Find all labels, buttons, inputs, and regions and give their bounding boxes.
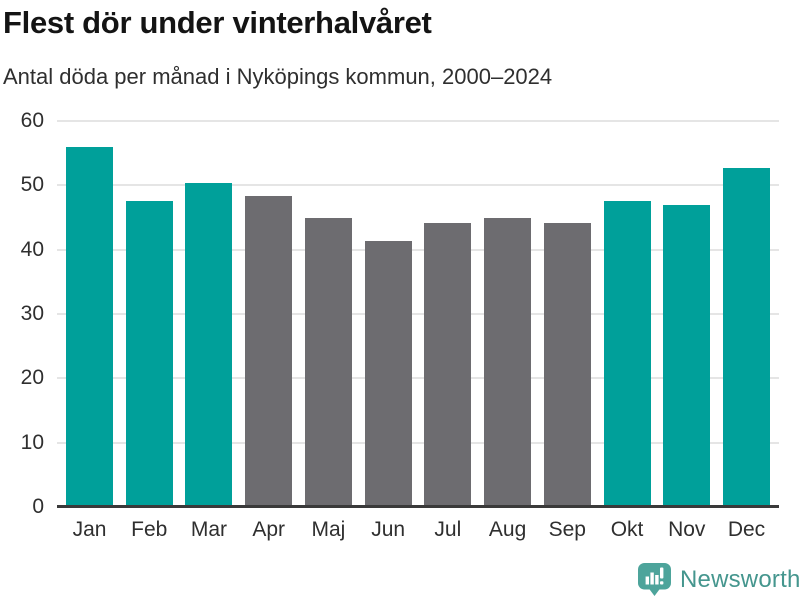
gridline-50 <box>57 184 779 187</box>
bar-feb <box>125 200 173 507</box>
x-label-mar: Mar <box>190 518 228 541</box>
x-label-feb: Feb <box>131 518 168 541</box>
bar-jan <box>66 146 113 507</box>
x-label-sep: Sep <box>548 518 586 541</box>
bar-aug <box>484 218 532 507</box>
y-tick-label-30: 30 <box>20 302 44 325</box>
x-label-maj: Maj <box>311 518 346 541</box>
bar-maj <box>304 218 352 507</box>
chart-subtitle: Antal döda per månad i Nyköpings kommun,… <box>3 64 553 89</box>
gridline-30 <box>57 313 779 315</box>
x-axis-line <box>57 505 779 508</box>
x-label-apr: Apr <box>252 518 286 541</box>
plot-area <box>57 120 779 508</box>
y-tick-label-50: 50 <box>20 173 44 197</box>
y-tick-label-0: 0 <box>32 495 44 518</box>
bar-okt <box>603 200 651 507</box>
bar-jul <box>424 222 472 507</box>
y-tick-label-10: 10 <box>20 430 44 454</box>
y-tick-label-60: 60 <box>20 109 44 132</box>
x-axis: Jan Feb Mar Apr Maj Jun Jul Aug Sep Okt Nov Dec <box>57 518 779 546</box>
newsworthy-wordmark: Newsworthy <box>680 565 800 593</box>
chart-title: Flest dör under vinterhalvåret <box>3 5 432 40</box>
bar-nov <box>663 205 711 507</box>
x-label-jun: Jun <box>371 518 406 541</box>
bar-chart-speech-bubble-icon <box>638 563 671 596</box>
gridline-60 <box>57 120 779 122</box>
bar-dec <box>723 167 770 507</box>
gridline-40 <box>57 248 779 251</box>
y-tick-label-20: 20 <box>20 366 44 390</box>
x-label-aug: Aug <box>488 518 527 541</box>
bar-jun <box>364 240 412 507</box>
y-tick-label-40: 40 <box>20 237 44 261</box>
gridline-20 <box>57 377 779 380</box>
x-label-dec: Dec <box>727 518 766 541</box>
x-label-okt: Okt <box>610 518 644 541</box>
x-label-nov: Nov <box>668 518 706 541</box>
bar-apr <box>245 195 293 507</box>
y-axis: 0 10 20 30 40 50 60 <box>0 110 44 518</box>
bar-sep <box>543 222 591 507</box>
bar-mar <box>185 182 233 507</box>
x-label-jul: Jul <box>434 518 462 541</box>
x-label-jan: Jan <box>72 518 107 541</box>
gridline-10 <box>57 441 779 444</box>
newsworthy-logo: Newsworthy <box>638 563 800 596</box>
